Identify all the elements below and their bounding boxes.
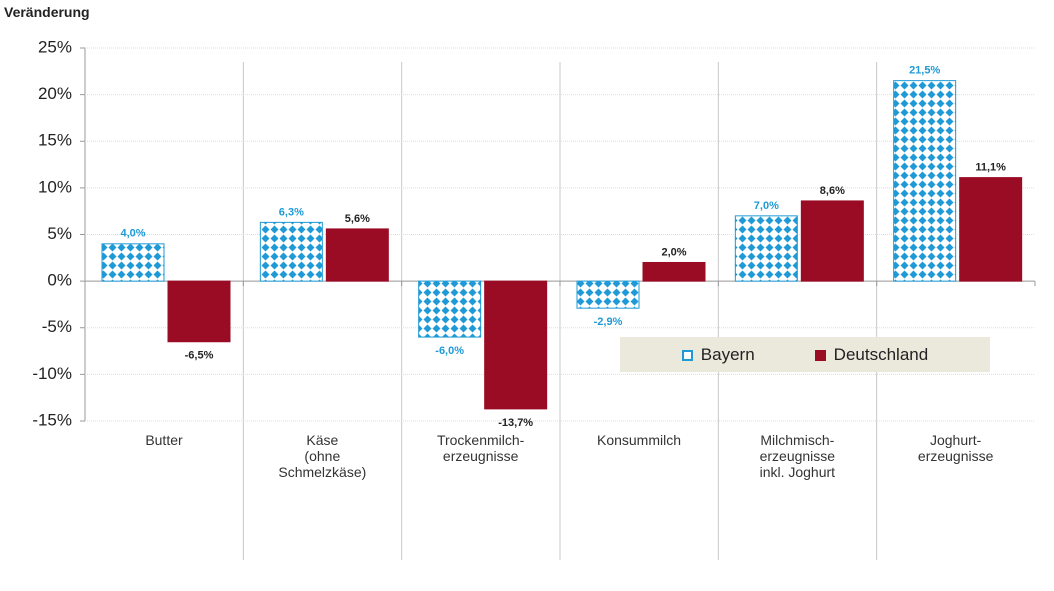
legend-swatch — [814, 349, 826, 361]
value-label: -6,5% — [185, 350, 214, 362]
value-label: 21,5% — [909, 65, 940, 77]
y-tick-label: -15% — [32, 410, 72, 429]
value-label: 4,0% — [120, 228, 145, 240]
bar — [642, 261, 706, 282]
bar — [259, 221, 323, 282]
bar — [418, 280, 482, 338]
y-tick-label: 5% — [47, 224, 72, 243]
x-tick-label: Käse (ohne Schmelzkäse) — [278, 432, 367, 480]
bar — [325, 228, 389, 282]
bar — [101, 243, 165, 282]
y-tick-label: -5% — [42, 317, 72, 336]
x-tick-label: Trockenmilch- erzeugnisse — [436, 432, 525, 464]
x-tick-label: Joghurt- erzeugnisse — [917, 432, 994, 464]
legend-item: Bayern — [681, 344, 755, 365]
value-label: 6,3% — [279, 206, 304, 218]
x-tick-label: Milchmisch- erzeugnisse inkl. Joghurt — [759, 432, 836, 480]
x-tick-label: Konsummilch — [596, 432, 682, 448]
bar — [484, 280, 548, 410]
bar — [167, 280, 231, 343]
value-label: 5,6% — [345, 213, 370, 225]
y-tick-label: 15% — [38, 131, 72, 150]
bar — [576, 280, 640, 309]
x-tick-label: Butter — [145, 432, 183, 448]
value-label: -13,7% — [498, 417, 533, 429]
legend-label: Deutschland — [833, 344, 929, 364]
value-label: 8,6% — [820, 185, 845, 197]
y-tick-label: 20% — [38, 84, 72, 103]
y-tick-label: 10% — [38, 177, 72, 196]
value-label: 7,0% — [754, 200, 779, 212]
bar — [893, 80, 957, 282]
legend-swatch — [681, 349, 693, 361]
bar — [734, 215, 798, 282]
legend-label: Bayern — [700, 344, 755, 364]
legend-item: Deutschland — [814, 344, 929, 365]
bar — [800, 200, 864, 282]
y-axis-title: Veränderung — [4, 4, 90, 20]
y-tick-label: -10% — [32, 364, 72, 383]
bar — [959, 177, 1023, 282]
value-label: 2,0% — [661, 246, 686, 258]
legend: Bayern Deutschland — [620, 337, 990, 372]
y-tick-label: 0% — [47, 271, 72, 290]
value-label: -2,9% — [594, 316, 623, 328]
value-label: -6,0% — [435, 345, 464, 357]
y-tick-label: 25% — [38, 37, 72, 56]
value-label: 11,1% — [975, 162, 1006, 174]
